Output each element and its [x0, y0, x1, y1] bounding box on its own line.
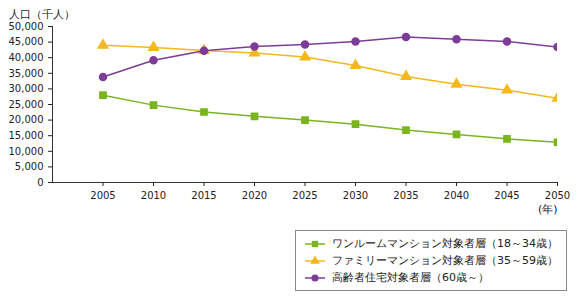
svg-text:2040: 2040	[444, 190, 469, 201]
svg-text:(年): (年)	[538, 203, 558, 216]
svg-text:15,000: 15,000	[9, 130, 44, 141]
svg-text:50,000: 50,000	[9, 21, 44, 32]
svg-text:10,000: 10,000	[9, 146, 44, 157]
svg-text:2010: 2010	[141, 190, 166, 201]
svg-text:20,000: 20,000	[9, 114, 44, 125]
html-text:高齢者住宅対象者層（60歳～）: 高齢者住宅対象者層（60歳～）	[332, 271, 489, 284]
svg-text:人口（千人）: 人口（千人）	[9, 8, 75, 21]
svg-text:35,000: 35,000	[9, 68, 44, 79]
svg-text:2035: 2035	[393, 190, 418, 201]
svg-text:2025: 2025	[292, 190, 317, 201]
svg-text:30,000: 30,000	[9, 83, 44, 94]
svg-text:2050: 2050	[545, 190, 570, 201]
svg-text:25,000: 25,000	[9, 99, 44, 110]
svg-text:40,000: 40,000	[9, 52, 44, 63]
svg-text:2015: 2015	[191, 190, 216, 201]
svg-text:45,000: 45,000	[9, 36, 44, 47]
svg-text:2005: 2005	[90, 190, 115, 201]
svg-text:2045: 2045	[494, 190, 519, 201]
svg-text:5,000: 5,000	[15, 161, 44, 172]
html-text:ファミリーマンション対象者層（35～59歳）: ファミリーマンション対象者層（35～59歳）	[332, 254, 558, 267]
svg-text:0: 0	[37, 177, 43, 188]
html-text:ワンルームマンション対象者層（18～34歳）: ワンルームマンション対象者層（18～34歳）	[332, 237, 558, 250]
svg-text:2030: 2030	[343, 190, 368, 201]
svg-text:2020: 2020	[242, 190, 267, 201]
